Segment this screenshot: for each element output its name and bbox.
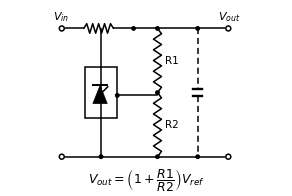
Circle shape <box>156 155 159 158</box>
Circle shape <box>59 154 64 159</box>
Circle shape <box>196 155 199 158</box>
Circle shape <box>132 27 135 30</box>
Text: $V_{in}$: $V_{in}$ <box>53 10 69 24</box>
Circle shape <box>99 155 103 158</box>
Polygon shape <box>93 85 107 103</box>
Circle shape <box>226 26 231 31</box>
Text: $V_{out}$: $V_{out}$ <box>218 10 241 24</box>
Text: R2: R2 <box>165 120 178 130</box>
Text: R1: R1 <box>165 55 178 65</box>
Circle shape <box>196 27 199 30</box>
Circle shape <box>226 154 231 159</box>
Circle shape <box>116 94 119 97</box>
Text: $V_{out} = \left(1 + \dfrac{R1}{R2}\right)V_{ref}$: $V_{out} = \left(1 + \dfrac{R1}{R2}\righ… <box>88 167 204 193</box>
Bar <box>85 67 117 118</box>
Circle shape <box>156 91 159 94</box>
Circle shape <box>59 26 64 31</box>
Circle shape <box>156 27 159 30</box>
